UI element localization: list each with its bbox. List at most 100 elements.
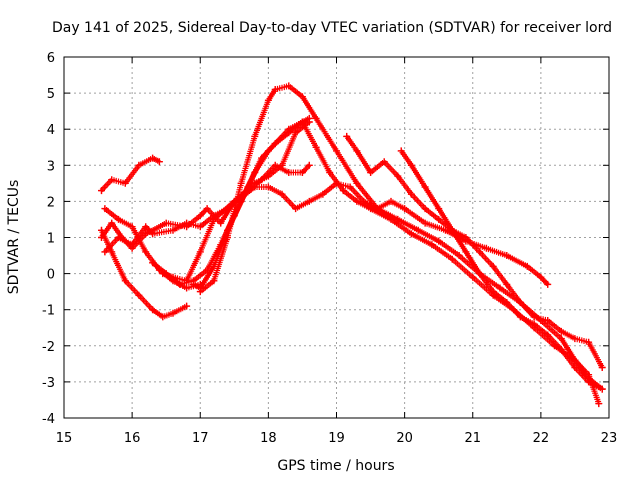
data-point bbox=[285, 169, 293, 176]
data-point bbox=[319, 190, 327, 198]
data-series bbox=[98, 82, 606, 408]
x-tick-label: 18 bbox=[260, 431, 277, 446]
x-tick-label: 20 bbox=[396, 431, 413, 446]
data-point bbox=[101, 205, 109, 213]
data-point bbox=[353, 179, 361, 187]
data-point bbox=[448, 255, 456, 263]
data-point bbox=[98, 187, 105, 195]
data-point bbox=[121, 277, 129, 285]
y-tick-label: 1 bbox=[47, 232, 55, 247]
data-point bbox=[237, 179, 245, 187]
data-point bbox=[407, 161, 415, 169]
data-point bbox=[598, 385, 606, 393]
data-point bbox=[407, 190, 415, 198]
data-point bbox=[292, 205, 300, 213]
data-point bbox=[462, 234, 470, 241]
data-point bbox=[258, 154, 266, 162]
data-point bbox=[128, 241, 136, 249]
data-point bbox=[462, 248, 470, 256]
y-tick-label: -3 bbox=[42, 376, 55, 391]
data-point bbox=[183, 277, 191, 285]
data-point bbox=[571, 356, 579, 364]
data-point bbox=[210, 215, 218, 223]
data-point bbox=[298, 118, 306, 126]
data-point bbox=[346, 183, 354, 191]
y-tick-label: 4 bbox=[47, 123, 55, 138]
data-point bbox=[421, 183, 429, 191]
data-point bbox=[251, 179, 259, 187]
series-trace bbox=[343, 133, 606, 371]
series-track-2 bbox=[98, 226, 191, 321]
data-point bbox=[278, 161, 286, 169]
y-tick-label: 3 bbox=[47, 159, 55, 174]
data-point bbox=[149, 230, 157, 238]
data-point bbox=[203, 266, 211, 274]
data-point bbox=[135, 291, 143, 299]
data-point bbox=[373, 205, 381, 213]
data-point bbox=[149, 259, 157, 267]
data-point bbox=[503, 299, 511, 306]
data-point bbox=[326, 169, 334, 176]
data-point bbox=[169, 309, 177, 317]
data-point bbox=[305, 161, 313, 169]
data-point bbox=[305, 197, 313, 205]
y-tick-label: 0 bbox=[47, 268, 55, 283]
y-tick-label: 6 bbox=[47, 51, 55, 66]
data-point bbox=[292, 129, 300, 137]
data-point bbox=[298, 169, 306, 176]
data-point bbox=[571, 335, 579, 343]
data-point bbox=[394, 215, 402, 223]
data-point bbox=[312, 114, 320, 122]
data-point bbox=[544, 280, 552, 288]
data-point bbox=[455, 252, 463, 259]
data-point bbox=[142, 230, 150, 238]
data-point bbox=[557, 327, 565, 335]
data-point bbox=[115, 234, 122, 241]
data-point bbox=[264, 96, 272, 104]
y-tick-label: -4 bbox=[42, 412, 55, 427]
x-axis-ticks: 15 16 17 18 19 20 21 22 23 bbox=[56, 57, 618, 446]
data-point bbox=[128, 223, 136, 231]
data-point bbox=[489, 262, 497, 270]
data-point bbox=[305, 118, 313, 126]
series-trace bbox=[190, 119, 602, 407]
data-point bbox=[530, 313, 538, 321]
data-point bbox=[482, 244, 490, 252]
data-point bbox=[435, 215, 443, 223]
data-point bbox=[196, 248, 204, 256]
data-point bbox=[421, 219, 429, 227]
data-point bbox=[489, 288, 497, 296]
data-point bbox=[571, 364, 579, 371]
y-axis-label: SDTVAR / TECUs bbox=[6, 180, 22, 295]
data-point bbox=[196, 223, 204, 231]
data-point bbox=[115, 215, 122, 223]
series-track-11 bbox=[397, 147, 606, 393]
data-point bbox=[135, 161, 143, 169]
x-tick-label: 23 bbox=[601, 431, 618, 446]
data-point bbox=[421, 205, 429, 213]
data-point bbox=[176, 280, 184, 288]
data-point bbox=[442, 226, 449, 234]
data-point bbox=[271, 86, 279, 93]
data-point bbox=[476, 270, 484, 278]
x-tick-label: 16 bbox=[124, 431, 141, 446]
series-track-9 bbox=[159, 118, 313, 285]
data-point bbox=[367, 169, 375, 176]
data-point bbox=[401, 205, 409, 213]
data-point bbox=[169, 273, 177, 281]
data-point bbox=[414, 226, 422, 234]
data-point bbox=[108, 176, 116, 184]
data-point bbox=[530, 320, 538, 328]
data-point bbox=[149, 306, 157, 314]
data-point bbox=[264, 183, 272, 191]
data-point bbox=[595, 400, 603, 408]
x-tick-label: 17 bbox=[192, 431, 209, 446]
data-point bbox=[476, 248, 484, 256]
data-point bbox=[159, 313, 167, 321]
data-point bbox=[101, 248, 109, 256]
data-point bbox=[264, 172, 272, 180]
data-point bbox=[544, 331, 552, 339]
data-point bbox=[407, 230, 415, 238]
data-point bbox=[557, 345, 565, 353]
y-tick-label: -1 bbox=[42, 304, 55, 319]
